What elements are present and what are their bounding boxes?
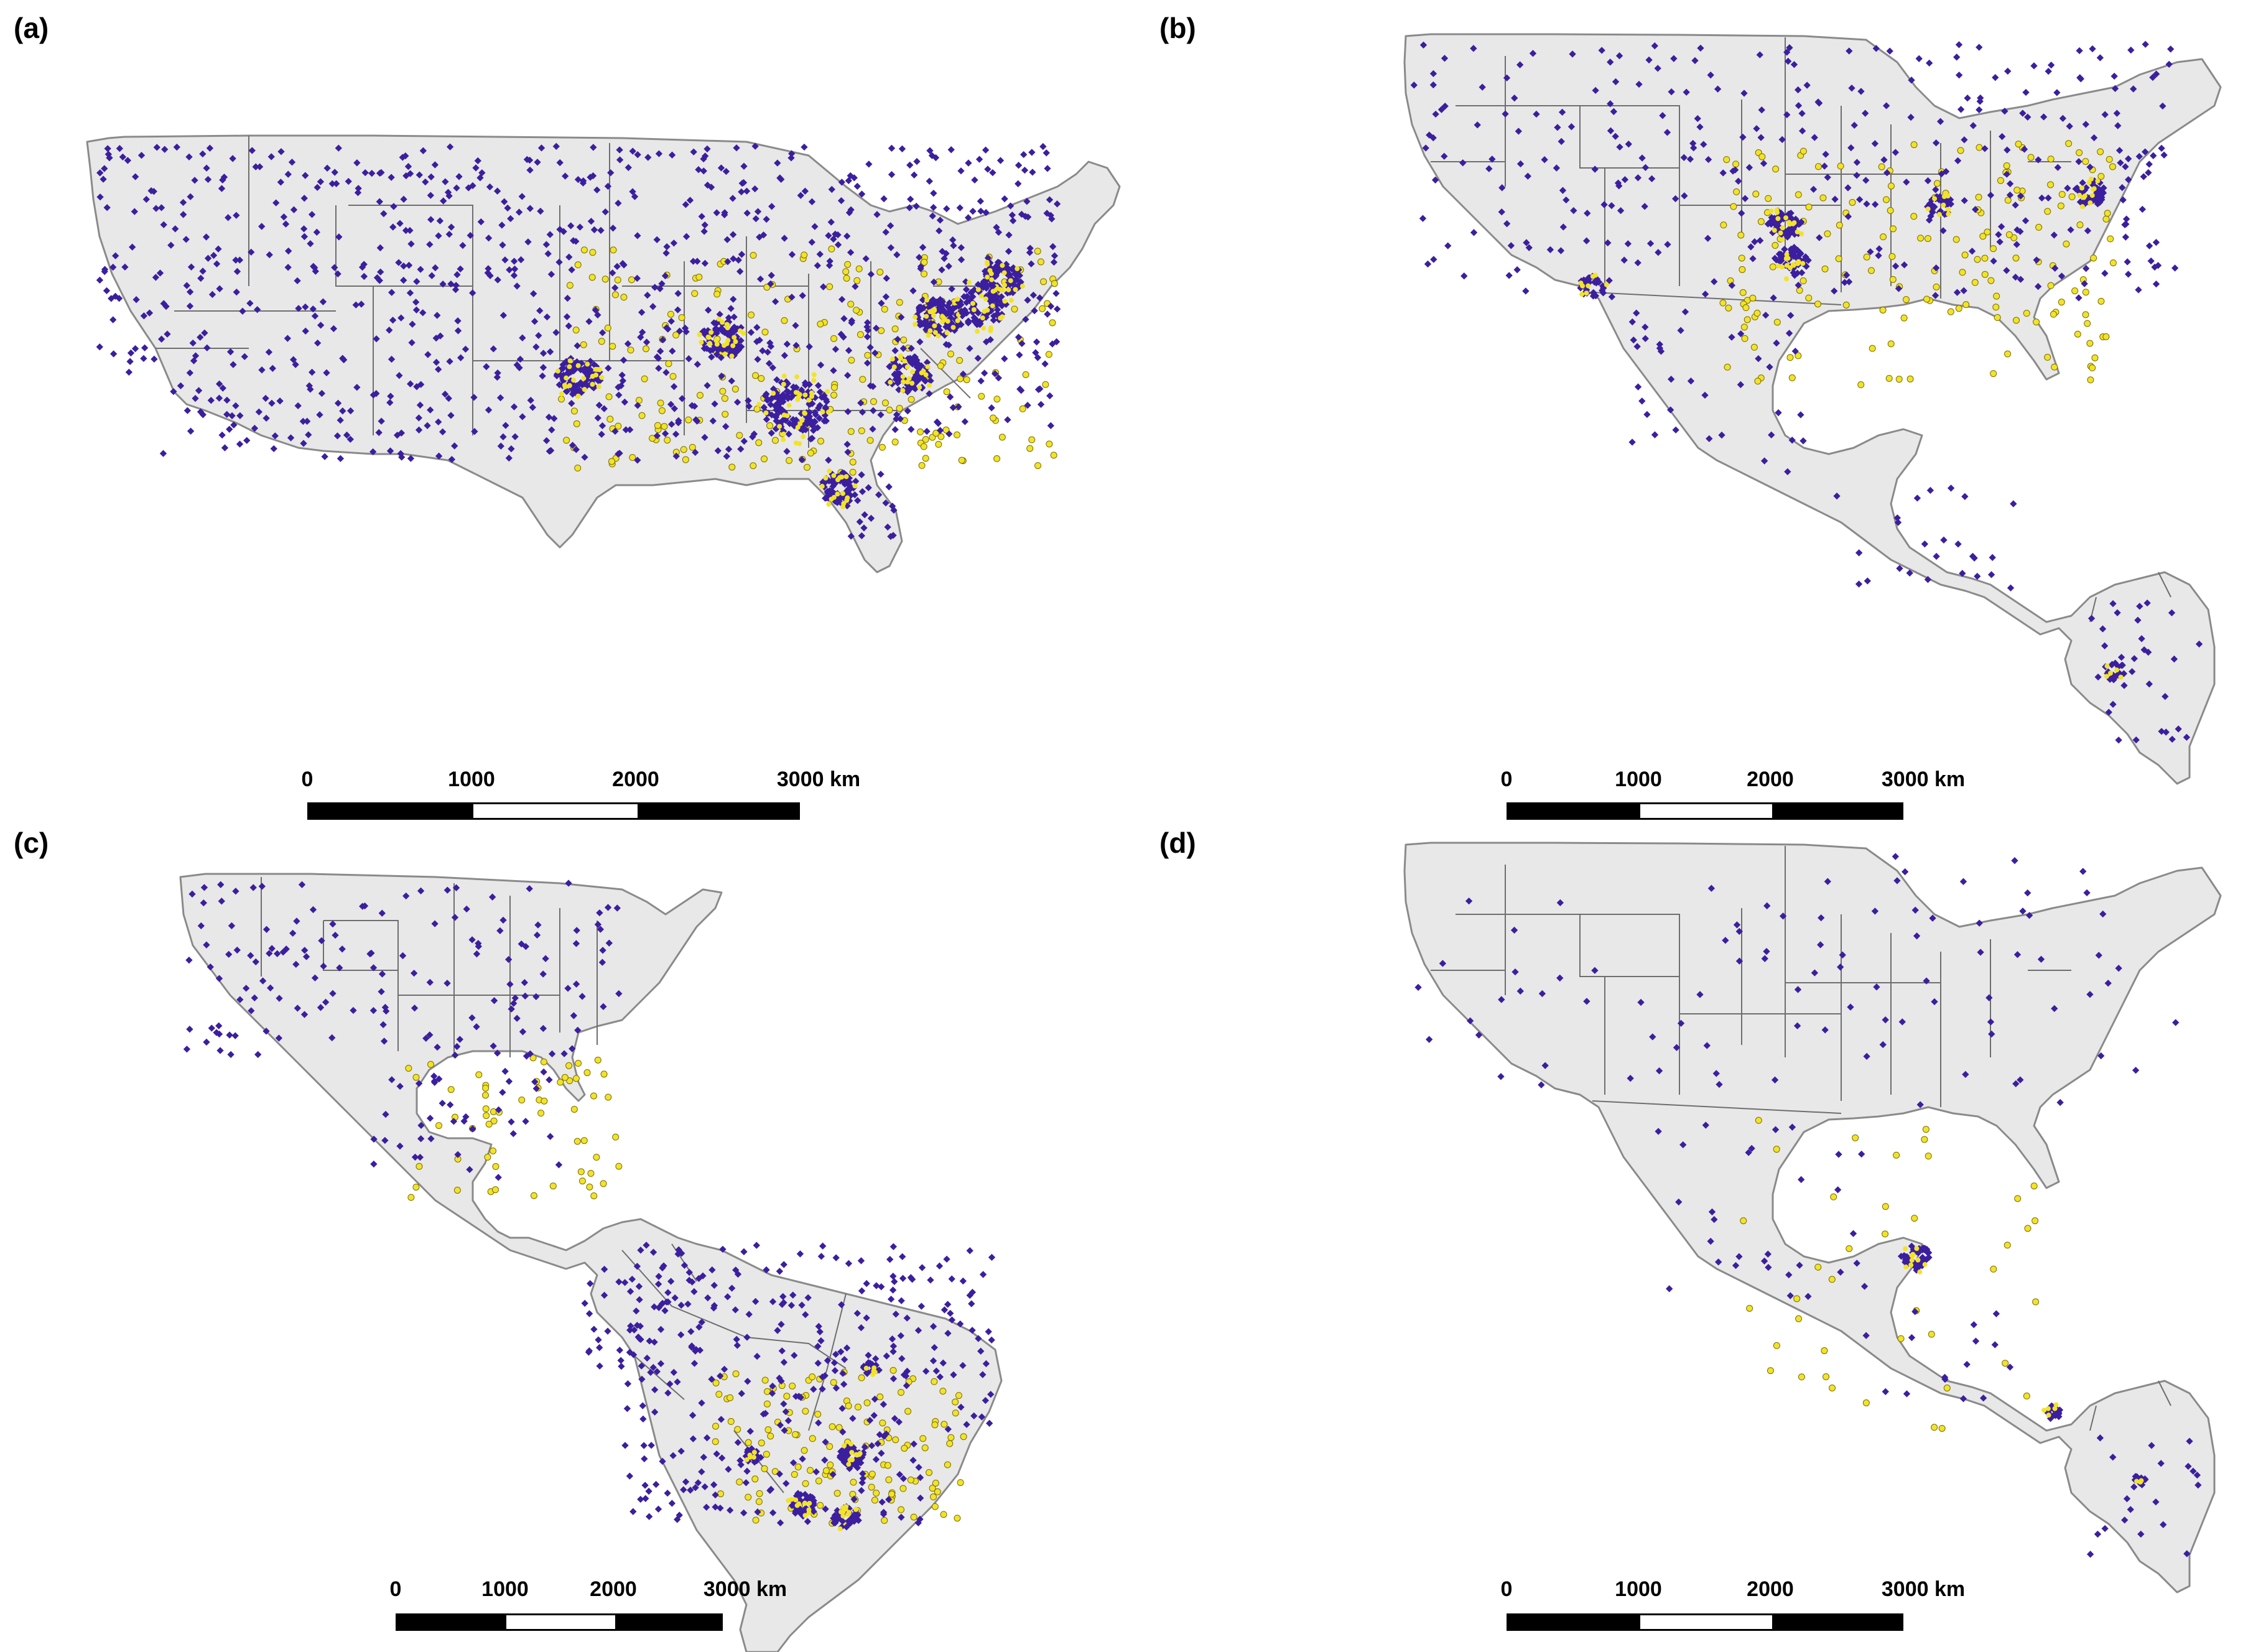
panel-label-c: (c) [14,827,49,859]
scale-tick-0: 0 [389,1577,402,1601]
panel-b-map [1403,33,2222,785]
panel-c-map [179,873,1003,1652]
scale-tick-1000: 1000 [481,1577,529,1601]
scale-tick-0: 0 [301,768,313,791]
panel-label-d: (d) [1159,827,1196,859]
scale-tick-2000: 2000 [1747,1577,1794,1601]
scale-tick-2000: 2000 [590,1577,637,1601]
scale-bar-graphic [307,802,800,820]
scale-tick-3000: 3000 km [776,768,861,791]
scale-tick-2000: 2000 [1747,768,1794,791]
scale-bar-graphic [396,1613,723,1631]
scale-tick-1000: 1000 [1615,1577,1662,1601]
scale-tick-2000: 2000 [612,768,659,791]
panel-d-map [1403,842,2222,1594]
scale-tick-3000: 3000 km [1881,1577,1966,1601]
scale-tick-3000: 3000 km [703,1577,787,1601]
scale-bar-graphic [1507,802,1903,820]
scale-tick-1000: 1000 [1615,768,1662,791]
panel-a-map [86,134,1121,573]
panel-label-b: (b) [1159,12,1196,44]
scale-tick-3000: 3000 km [1881,768,1966,791]
scale-tick-0: 0 [1500,1577,1513,1601]
scale-tick-1000: 1000 [448,768,495,791]
scale-bar-graphic [1507,1613,1903,1631]
panel-label-a: (a) [14,12,49,44]
scale-tick-0: 0 [1500,768,1513,791]
